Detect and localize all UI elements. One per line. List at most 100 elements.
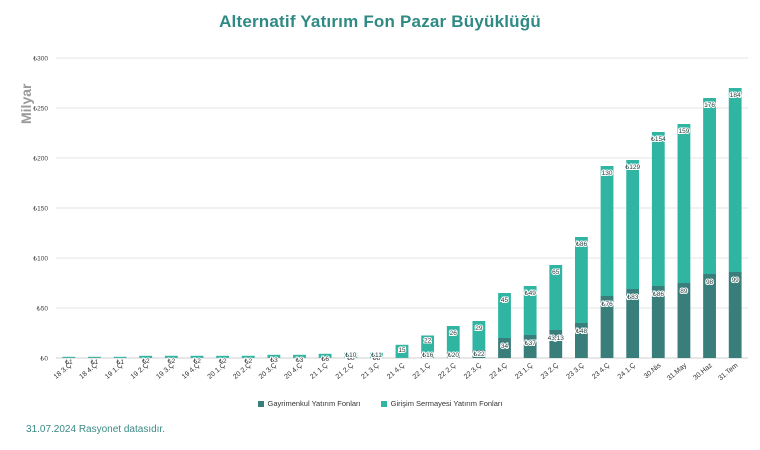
bar-gayrimenkul bbox=[626, 289, 640, 358]
data-label-girisim: ₺129 bbox=[625, 164, 640, 171]
bar-girisim bbox=[600, 166, 614, 296]
data-label-girisim: 176 bbox=[704, 102, 715, 109]
bar-girisim bbox=[216, 355, 229, 358]
x-tick-label: 22 4.Ç bbox=[489, 362, 509, 381]
data-label-gayrimenkul: 43,13 bbox=[548, 335, 565, 342]
legend-item-girisim: Girişim Sermayesi Yatırım Fonları bbox=[380, 399, 502, 408]
x-tick-label: 20 2.Ç bbox=[232, 362, 252, 381]
bar-girisim bbox=[139, 355, 153, 358]
data-label-gayrimenkul: ₺16 bbox=[422, 352, 434, 359]
x-tick-label: 31.Tem bbox=[717, 362, 739, 382]
data-label-gayrimenkul: ₺37 bbox=[524, 340, 536, 347]
data-label-girisim: 15 bbox=[398, 347, 406, 354]
legend-item-gayrimenkul: Gayrimenkul Yatırım Fonları bbox=[257, 399, 361, 408]
bar-girisim bbox=[369, 352, 383, 358]
bar-gayrimenkul bbox=[498, 338, 511, 358]
x-tick-label: 19 1.Ç bbox=[104, 362, 124, 381]
y-tick-label: ₺100 bbox=[33, 256, 48, 263]
data-label-girisim: ₺3 bbox=[296, 357, 304, 364]
bar-girisim bbox=[728, 88, 742, 272]
legend-swatch-gayrimenkul bbox=[257, 400, 264, 407]
bar-gayrimenkul bbox=[523, 335, 537, 358]
bar-girisim bbox=[421, 335, 435, 358]
bar-girisim bbox=[113, 356, 127, 358]
y-tick-label: ₺200 bbox=[33, 156, 48, 163]
stacked-bar-chart: ₺0₺50₺100₺150₺200₺250₺300₺118 3.Ç ₺118 4.… bbox=[33, 56, 748, 382]
data-label-girisim: ₺2 bbox=[142, 358, 150, 365]
data-label-girisim: 29 bbox=[475, 325, 483, 332]
bar-gayrimenkul bbox=[575, 323, 588, 358]
bar-girisim bbox=[626, 160, 640, 289]
data-label-girisim: ₺2 bbox=[219, 358, 227, 365]
data-label-gayrimenkul: ₺86 bbox=[653, 291, 665, 298]
chart-legend: Gayrimenkul Yatırım Fonları Girişim Serm… bbox=[0, 399, 760, 408]
x-tick-label: 18 4.Ç bbox=[78, 362, 98, 381]
bar-girisim bbox=[190, 355, 204, 358]
data-label-girisim: ₺2 bbox=[193, 358, 201, 365]
x-tick-label: 18 3.Ç bbox=[53, 362, 73, 381]
bar-girisim bbox=[575, 237, 588, 323]
data-label-girisim: ₺2 bbox=[167, 358, 175, 365]
legend-label-gayrimenkul: Gayrimenkul Yatırım Fonları bbox=[267, 399, 361, 408]
data-label-gayrimenkul: ₺48 bbox=[576, 328, 588, 335]
x-tick-label: 22 3.Ç bbox=[463, 362, 483, 381]
bar-girisim bbox=[344, 352, 358, 358]
data-label-girisim: ₺3 bbox=[270, 357, 278, 364]
x-tick-label: 21 4.Ç bbox=[386, 362, 406, 381]
x-tick-label: 23 1.Ç bbox=[514, 362, 534, 381]
x-tick-label: 30.Haz bbox=[692, 362, 714, 382]
data-label-gayrimenkul: ₺10 bbox=[345, 352, 357, 359]
bar-gayrimenkul bbox=[421, 357, 435, 358]
data-label-girisim: 65 bbox=[552, 269, 560, 276]
x-tick-label: 24 1.Ç bbox=[617, 362, 637, 381]
bar-girisim bbox=[549, 265, 563, 330]
data-label-gayrimenkul: 34 bbox=[501, 343, 509, 350]
data-label-girisim: 184 bbox=[730, 92, 741, 99]
chart-title: Alternatif Yatırım Fon Pazar Büyüklüğü bbox=[219, 12, 541, 31]
bar-gayrimenkul bbox=[600, 296, 614, 358]
bar-girisim bbox=[267, 354, 281, 358]
y-tick-label: ₺150 bbox=[33, 206, 48, 213]
bar-girisim bbox=[498, 293, 511, 338]
bar-girisim bbox=[446, 326, 460, 352]
x-tick-label: 30.Nis bbox=[643, 362, 663, 380]
data-label-girisim: ₺1 bbox=[116, 359, 124, 366]
bar-girisim bbox=[318, 353, 332, 358]
data-label-gayrimenkul: 98 bbox=[706, 279, 714, 286]
bar-gayrimenkul bbox=[703, 274, 716, 358]
data-label-girisim: ₺8 bbox=[372, 355, 380, 362]
y-tick-label: ₺50 bbox=[37, 306, 49, 313]
data-label-girisim: ₺8 bbox=[347, 355, 355, 362]
x-tick-label: 31.May bbox=[666, 362, 688, 382]
bar-gayrimenkul bbox=[651, 286, 665, 358]
x-tick-label: 21 2.Ç bbox=[335, 362, 355, 381]
x-tick-label: 20 4.Ç bbox=[283, 362, 303, 381]
bar-gayrimenkul bbox=[472, 350, 486, 358]
data-label-girisim: 45 bbox=[501, 297, 509, 304]
data-label-girisim: 26 bbox=[450, 330, 458, 337]
x-tick-label: 19 2.Ç bbox=[130, 362, 150, 381]
y-tick-label: ₺250 bbox=[33, 106, 48, 113]
data-label-gayrimenkul: ₺76 bbox=[601, 301, 613, 308]
x-tick-label: 22 1.Ç bbox=[412, 362, 432, 381]
x-tick-label: 22 2.Ç bbox=[437, 362, 457, 381]
data-label-girisim: ₺154 bbox=[651, 136, 666, 143]
data-label-gayrimenkul: ₺83 bbox=[627, 294, 639, 301]
data-label-gayrimenkul: 89 bbox=[680, 288, 688, 295]
data-label-girisim: ₺49 bbox=[524, 290, 536, 297]
bar-girisim bbox=[523, 286, 537, 335]
bar-girisim bbox=[677, 124, 691, 283]
bar-girisim bbox=[703, 98, 716, 274]
x-tick-label: 19 4.Ç bbox=[181, 362, 201, 381]
data-label-girisim: ₺2 bbox=[244, 358, 252, 365]
data-label-girisim: ₺1 bbox=[91, 359, 99, 366]
bar-girisim bbox=[164, 355, 178, 358]
data-label-girisim: 22 bbox=[424, 338, 432, 345]
bar-girisim bbox=[472, 321, 486, 350]
bar-girisim bbox=[241, 355, 255, 358]
x-tick-label: 23 4.Ç bbox=[591, 362, 611, 381]
data-label-girisim: 159 bbox=[678, 128, 689, 135]
bar-girisim bbox=[651, 132, 665, 286]
y-tick-label: ₺300 bbox=[33, 56, 48, 63]
x-tick-label: 21 1.Ç bbox=[309, 362, 329, 381]
